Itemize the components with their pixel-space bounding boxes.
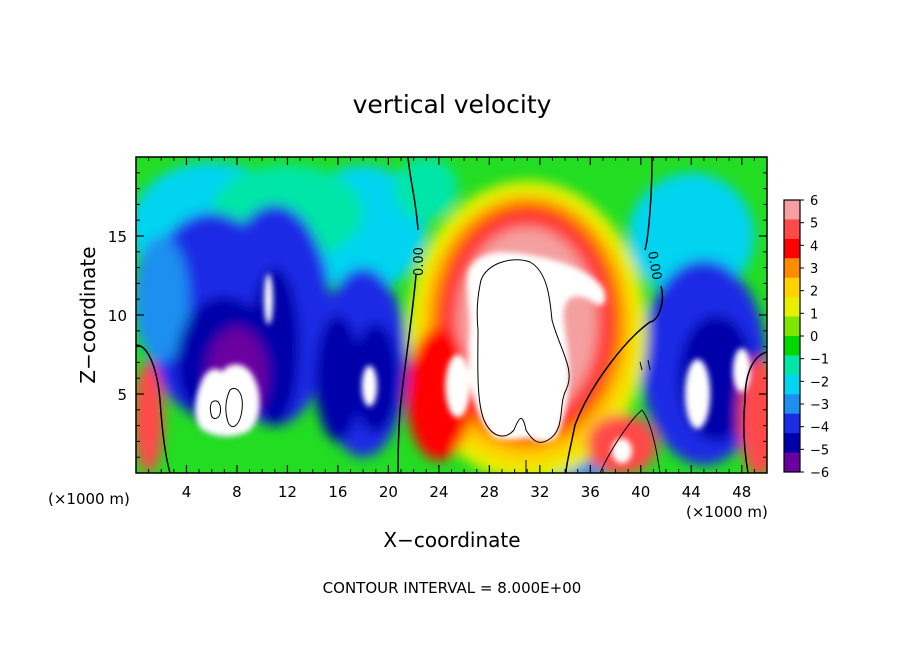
y-tick-label: 15 xyxy=(108,228,127,246)
colorbar-swatch xyxy=(784,277,800,298)
velocity-field xyxy=(136,157,767,473)
x-unit-left: (×1000 m) xyxy=(48,490,130,508)
x-tick-label: 24 xyxy=(429,483,448,501)
zero-contours: 0.00 0.00 xyxy=(136,157,767,473)
x-tick-label: 32 xyxy=(530,483,549,501)
colorbar-label: −1 xyxy=(810,353,829,368)
colorbar-swatch xyxy=(784,238,800,259)
colorbar-label: 0 xyxy=(810,330,818,345)
x-tick-label: 48 xyxy=(732,483,751,501)
x-tick-label: 40 xyxy=(631,483,650,501)
contour-line-8 xyxy=(639,359,651,371)
y-axis-label: Z−coordinate xyxy=(76,246,100,383)
x-tick-label: 4 xyxy=(182,483,192,501)
colorbar-swatch xyxy=(784,355,800,376)
field-blob-13 xyxy=(315,315,361,442)
colorbar-label: −2 xyxy=(810,375,829,390)
colorbar-label: 5 xyxy=(810,217,818,232)
field-blob-8 xyxy=(136,236,189,363)
colorbar-swatch xyxy=(784,452,800,473)
colorbar: 6 5 4 3 2 1 0 −1 −2 −3 −4 −5 −6 xyxy=(783,194,829,481)
y-axis-ticks: 5 10 15 xyxy=(108,172,767,458)
field-blob-10 xyxy=(394,157,458,221)
x-tick-label: 44 xyxy=(682,483,701,501)
colorbar-label: −5 xyxy=(810,443,829,458)
x-tick-label: 8 xyxy=(232,483,242,501)
colorbar-swatch xyxy=(784,413,800,434)
colorbar-label: −4 xyxy=(810,421,829,436)
field-blob-26 xyxy=(136,362,164,473)
contour-interval-note: CONTOUR INTERVAL = 8.000E+00 xyxy=(323,579,582,597)
saturated-spot-4 xyxy=(361,365,378,407)
x-tick-label: 28 xyxy=(480,483,499,501)
colorbar-swatch xyxy=(784,374,800,395)
x-axis-label: X−coordinate xyxy=(383,528,520,552)
contour-line-2 xyxy=(136,344,171,473)
saturated-region-0 xyxy=(467,252,606,442)
colorbar-swatch xyxy=(784,200,800,220)
x-tick-label: 16 xyxy=(328,483,347,501)
saturated-region-1 xyxy=(195,364,260,437)
x-tick-label: 36 xyxy=(581,483,600,501)
colorbar-swatch xyxy=(784,316,800,337)
colorbar-label: 2 xyxy=(810,285,818,300)
colorbar-label: 4 xyxy=(810,239,818,254)
colorbar-label: 6 xyxy=(810,194,818,209)
x-unit-right: (×1000 m) xyxy=(686,503,768,521)
contour-line-4 xyxy=(476,259,570,443)
x-tick-label: 20 xyxy=(379,483,398,501)
colorbar-label: 3 xyxy=(810,262,818,277)
contour-line-7 xyxy=(599,409,661,473)
colorbar-label: 1 xyxy=(810,307,818,322)
saturated-spot-0 xyxy=(445,354,471,418)
contour-line-1 xyxy=(565,157,664,473)
contour-line-3 xyxy=(743,351,767,473)
contour-line-5 xyxy=(225,387,243,428)
colorbar-label: −3 xyxy=(810,398,829,413)
colorbar-swatch xyxy=(784,336,800,356)
colorbar-label: −6 xyxy=(810,466,829,481)
y-tick-label: 10 xyxy=(108,307,127,325)
colorbar-swatch xyxy=(784,433,800,454)
colorbar-swatch xyxy=(784,297,800,318)
saturated-spot-1 xyxy=(733,348,751,393)
contour-label-1: 0.00 xyxy=(644,250,664,281)
contour-line-6 xyxy=(209,400,221,419)
saturated-spot-2 xyxy=(685,359,711,429)
x-tick-label: 12 xyxy=(278,483,297,501)
saturated-spot-3 xyxy=(264,273,273,325)
y-tick-label: 5 xyxy=(117,386,127,404)
contour-line-0 xyxy=(397,157,419,473)
chart-title: vertical velocity xyxy=(353,90,552,119)
contour-label-0: 0.00 xyxy=(412,247,427,276)
saturated-spot-5 xyxy=(611,438,633,464)
colorbar-swatch xyxy=(784,258,800,279)
colorbar-swatch xyxy=(784,219,800,240)
colorbar-swatch xyxy=(784,394,800,415)
x-axis-ticks: 4 8 12 16 20 24 28 32 36 40 44 48 xyxy=(148,157,755,501)
